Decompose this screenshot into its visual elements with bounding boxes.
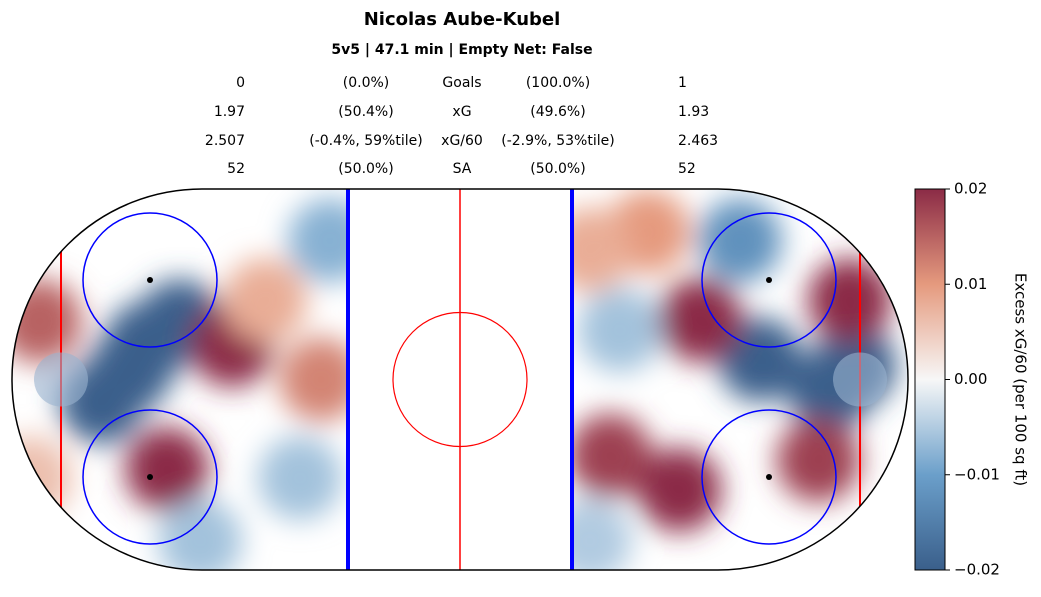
rink-boards bbox=[11, 188, 909, 571]
heat-spot bbox=[125, 427, 210, 512]
stat-cell: 1.93 bbox=[678, 104, 709, 120]
stat-cell: (49.6%) bbox=[530, 104, 585, 120]
heat-spot bbox=[658, 277, 743, 362]
rink-area bbox=[12, 189, 897, 570]
stat-cell: xG/60 bbox=[441, 133, 483, 149]
colorbar-tick-label: 0.00 bbox=[954, 370, 987, 388]
stat-cell: 1.97 bbox=[214, 104, 245, 120]
heat-spot bbox=[776, 418, 861, 503]
colorbar-tick-label: 0.02 bbox=[954, 180, 987, 198]
stat-cell: 0 bbox=[236, 75, 245, 91]
heatmap bbox=[12, 189, 897, 570]
heat-spot bbox=[547, 207, 632, 292]
heat-spot bbox=[158, 498, 243, 570]
heat-spot bbox=[637, 447, 722, 532]
stats-table: 0 (0.0%) Goals (100.0%) 1 1.97 (50.4%) xG (49.6%… bbox=[205, 75, 718, 177]
stat-cell: (50.0%) bbox=[338, 161, 393, 177]
stat-cell: (-2.9%, 53%tile) bbox=[501, 133, 614, 149]
faceoff-dots bbox=[147, 277, 772, 480]
stat-cell: 52 bbox=[227, 161, 245, 177]
stat-cell: 52 bbox=[678, 161, 696, 177]
stat-cell: Goals bbox=[442, 75, 481, 91]
stat-cell: 2.507 bbox=[205, 133, 245, 149]
heat-spot bbox=[258, 436, 343, 521]
stat-cell: (100.0%) bbox=[526, 75, 590, 91]
stat-cell: 2.463 bbox=[678, 133, 718, 149]
heat-spot bbox=[807, 258, 892, 343]
heat-spot bbox=[698, 198, 782, 283]
stat-cell: 1 bbox=[678, 75, 687, 91]
stat-cell: (50.0%) bbox=[530, 161, 585, 177]
heat-spot bbox=[288, 198, 373, 283]
stat-cell: (0.0%) bbox=[343, 75, 390, 91]
heat-spot bbox=[223, 258, 308, 343]
stat-cell: xG bbox=[452, 104, 471, 120]
heat-spot bbox=[577, 288, 662, 373]
heat-spot bbox=[104, 301, 189, 386]
chart-subtitle: 5v5 | 47.1 min | Empty Net: False bbox=[331, 42, 592, 58]
colorbar-tick-label: 0.01 bbox=[954, 275, 987, 293]
stat-cell: (-0.4%, 59%tile) bbox=[309, 133, 422, 149]
colorbar bbox=[914, 188, 946, 571]
faceoff-circles bbox=[82, 212, 837, 545]
colorbar-tick-label: −0.01 bbox=[954, 465, 1000, 483]
colorbar-tick-label: −0.02 bbox=[954, 561, 1000, 579]
heat-spot bbox=[568, 413, 653, 498]
colorbar-label: Excess xG/60 (per 100 sq ft) bbox=[1012, 273, 1030, 486]
heat-spot bbox=[12, 279, 82, 364]
chart-title: Nicolas Aube-Kubel bbox=[364, 9, 561, 30]
stat-cell: SA bbox=[453, 161, 472, 177]
stat-cell: (50.4%) bbox=[338, 104, 393, 120]
heat-spot bbox=[718, 317, 803, 402]
heat-spot bbox=[279, 337, 364, 422]
center-circle bbox=[392, 311, 528, 448]
